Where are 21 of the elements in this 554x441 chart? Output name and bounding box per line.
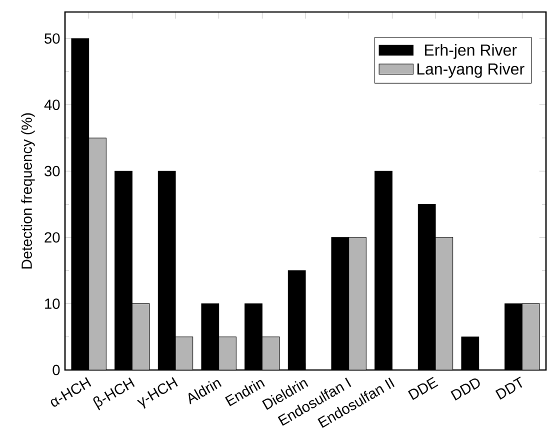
x-tick-label: DDE (408, 376, 438, 400)
y-tick-label: 40 (44, 100, 60, 110)
bar (175, 336, 194, 370)
x-tick-label: DDT (495, 376, 522, 400)
y-tick-label: 20 (44, 232, 60, 243)
bar (218, 336, 236, 370)
y-tick-label: 0 (52, 364, 60, 376)
y-axis-title: Detection frequency (%) (21, 113, 35, 268)
legend-label: Erh-jen River (425, 44, 517, 59)
bar (348, 237, 366, 370)
bar (262, 336, 280, 370)
bar (88, 138, 106, 370)
y-tick-label: 10 (45, 298, 60, 309)
y-tick-label: 30 (44, 166, 60, 176)
x-tick-label: DDD (450, 378, 480, 400)
bar (435, 237, 454, 370)
bar (132, 303, 150, 370)
bar (522, 303, 540, 370)
legend-label: Lan-yang River (417, 62, 524, 78)
y-tick-label: 50 (44, 33, 60, 44)
x-tick-label: Aldrin (188, 380, 222, 404)
